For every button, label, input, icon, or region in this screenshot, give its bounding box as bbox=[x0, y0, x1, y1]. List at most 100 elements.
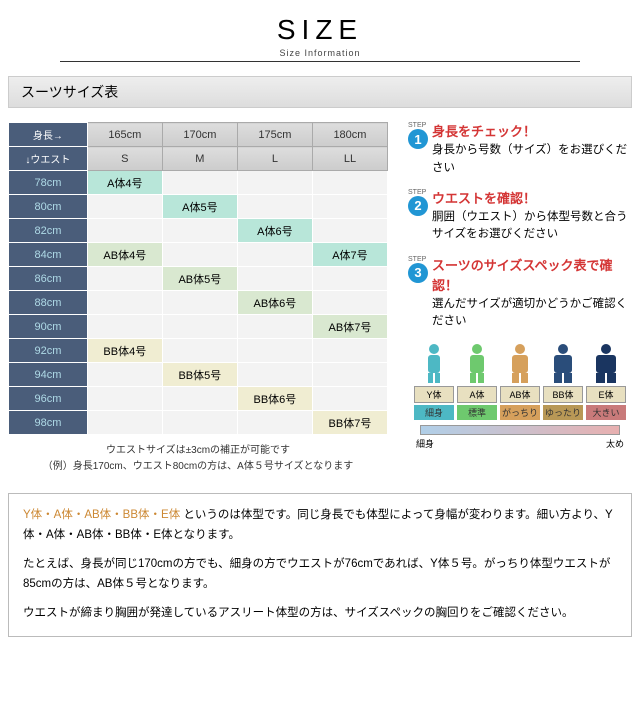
corner-height: 身長→ bbox=[9, 123, 88, 147]
header: SIZE Size Information bbox=[0, 0, 640, 70]
size-cell bbox=[87, 315, 162, 339]
size-cell bbox=[87, 411, 162, 435]
step: STEP1身長をチェック！身長から号数（サイズ）をお選びください bbox=[408, 122, 632, 177]
col-height: 180cm bbox=[312, 123, 387, 147]
size-cell bbox=[87, 219, 162, 243]
row-waist: 94cm bbox=[9, 363, 88, 387]
size-cell bbox=[237, 339, 312, 363]
person-icon bbox=[461, 343, 493, 383]
body-type-label: A体 bbox=[457, 386, 497, 403]
body-types: Y体細身A体標準AB体がっちりBB体ゆったりE体大きい bbox=[408, 343, 632, 420]
person-icon bbox=[504, 343, 536, 383]
body-type-label: E体 bbox=[586, 386, 626, 403]
size-cell: BB体7号 bbox=[312, 411, 387, 435]
row-waist: 96cm bbox=[9, 387, 88, 411]
body-type: E体大きい bbox=[586, 343, 626, 420]
body-type: A体標準 bbox=[457, 343, 497, 420]
person-icon bbox=[418, 343, 450, 383]
row-waist: 82cm bbox=[9, 219, 88, 243]
size-cell: A体4号 bbox=[87, 171, 162, 195]
size-cell bbox=[87, 195, 162, 219]
size-cell: AB体6号 bbox=[237, 291, 312, 315]
size-cell bbox=[312, 387, 387, 411]
step: STEP2ウエストを確認！胴囲（ウエスト）から体型号数と合うサイズをお選びくださ… bbox=[408, 189, 632, 244]
row-waist: 80cm bbox=[9, 195, 88, 219]
size-cell bbox=[312, 195, 387, 219]
size-cell bbox=[237, 411, 312, 435]
body-type-label: Y体 bbox=[414, 386, 454, 403]
size-cell: BB体4号 bbox=[87, 339, 162, 363]
size-cell: AB体5号 bbox=[162, 267, 237, 291]
size-cell bbox=[162, 219, 237, 243]
corner-waist: ↓ウエスト bbox=[9, 147, 88, 171]
size-cell bbox=[312, 339, 387, 363]
body-type: AB体がっちり bbox=[500, 343, 540, 420]
size-cell bbox=[237, 243, 312, 267]
size-cell bbox=[162, 339, 237, 363]
size-cell bbox=[162, 243, 237, 267]
section-title: スーツサイズ表 bbox=[8, 76, 632, 108]
col-height: 170cm bbox=[162, 123, 237, 147]
gradient-labels: 細身 太め bbox=[408, 437, 632, 450]
step-title: スーツのサイズスペック表で確認！ bbox=[432, 258, 612, 293]
body-type-label: AB体 bbox=[500, 386, 540, 403]
size-cell bbox=[312, 171, 387, 195]
page-subtitle: Size Information bbox=[60, 48, 580, 62]
size-cell bbox=[87, 291, 162, 315]
size-cell bbox=[312, 363, 387, 387]
page-title: SIZE bbox=[0, 14, 640, 46]
step: STEP3スーツのサイズスペック表で確認！選んだサイズが適切かどうかご確認くださ… bbox=[408, 256, 632, 331]
size-table: 身長→ 165cm 170cm 175cm 180cm ↓ウエスト S M L … bbox=[8, 122, 388, 435]
size-cell: A体5号 bbox=[162, 195, 237, 219]
row-waist: 92cm bbox=[9, 339, 88, 363]
steps-panel: STEP1身長をチェック！身長から号数（サイズ）をお選びくださいSTEP2ウエス… bbox=[408, 122, 632, 475]
step-number-icon: 2 bbox=[408, 196, 428, 216]
size-cell bbox=[87, 267, 162, 291]
step-text: 選んだサイズが適切かどうかご確認ください bbox=[432, 298, 627, 327]
row-waist: 90cm bbox=[9, 315, 88, 339]
body-type-desc: ゆったり bbox=[543, 405, 583, 420]
body-type: BB体ゆったり bbox=[543, 343, 583, 420]
body-type-desc: がっちり bbox=[500, 405, 540, 420]
step-number-icon: 1 bbox=[408, 129, 428, 149]
body-type-desc: 標準 bbox=[457, 405, 497, 420]
row-waist: 78cm bbox=[9, 171, 88, 195]
size-cell bbox=[237, 267, 312, 291]
size-table-container: 身長→ 165cm 170cm 175cm 180cm ↓ウエスト S M L … bbox=[8, 122, 388, 475]
size-cell: A体6号 bbox=[237, 219, 312, 243]
size-cell bbox=[312, 291, 387, 315]
size-cell bbox=[237, 363, 312, 387]
size-cell bbox=[312, 219, 387, 243]
size-cell bbox=[87, 363, 162, 387]
step-text: 身長から号数（サイズ）をお選びください bbox=[432, 144, 627, 173]
size-cell bbox=[237, 315, 312, 339]
row-waist: 88cm bbox=[9, 291, 88, 315]
step-title: ウエストを確認！ bbox=[432, 191, 536, 206]
size-cell bbox=[162, 171, 237, 195]
step-title: 身長をチェック！ bbox=[432, 124, 536, 139]
size-cell bbox=[162, 387, 237, 411]
size-cell: A体7号 bbox=[312, 243, 387, 267]
col-size: M bbox=[162, 147, 237, 171]
col-height: 175cm bbox=[237, 123, 312, 147]
body-type-label: BB体 bbox=[543, 386, 583, 403]
size-cell bbox=[162, 291, 237, 315]
col-size: L bbox=[237, 147, 312, 171]
person-icon bbox=[547, 343, 579, 383]
gradient-bar bbox=[420, 425, 620, 435]
row-waist: 98cm bbox=[9, 411, 88, 435]
size-cell: BB体5号 bbox=[162, 363, 237, 387]
table-note: ウエストサイズは±3cmの補正が可能です （例）身長170cm、ウエスト80cm… bbox=[8, 443, 388, 475]
size-cell bbox=[312, 267, 387, 291]
size-cell: AB体7号 bbox=[312, 315, 387, 339]
row-waist: 86cm bbox=[9, 267, 88, 291]
description-box: Y体・A体・AB体・BB体・E体 というのは体型です。同じ身長でも体型によって身… bbox=[8, 493, 632, 637]
body-type-desc: 大きい bbox=[586, 405, 626, 420]
body-type-desc: 細身 bbox=[414, 405, 454, 420]
size-cell bbox=[237, 171, 312, 195]
size-cell bbox=[237, 195, 312, 219]
size-cell: AB体4号 bbox=[87, 243, 162, 267]
person-icon bbox=[590, 343, 622, 383]
step-number-icon: 3 bbox=[408, 263, 428, 283]
step-text: 胴囲（ウエスト）から体型号数と合うサイズをお選びください bbox=[432, 211, 628, 240]
